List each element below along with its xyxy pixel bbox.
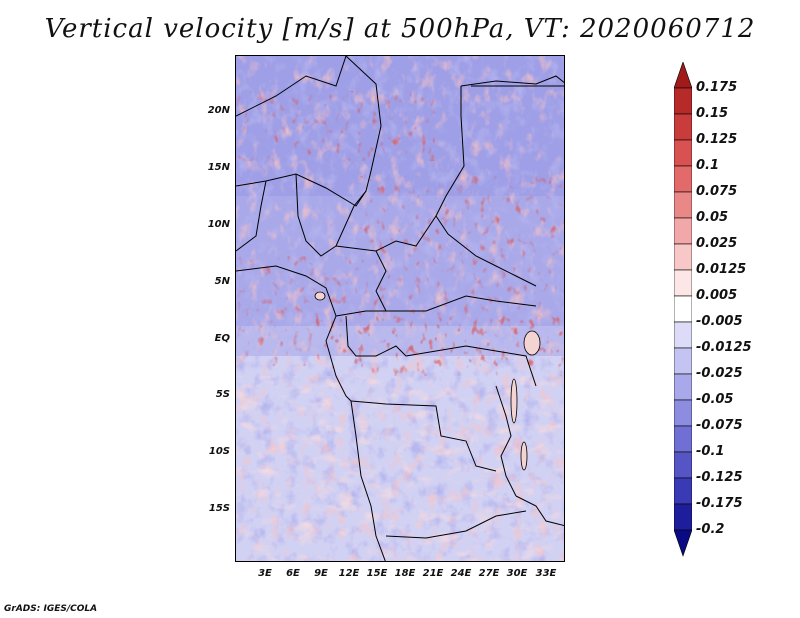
colorbar-label: -0.005 xyxy=(696,314,743,329)
colorbar-segment xyxy=(674,503,692,531)
lon-tick-label: 6E xyxy=(286,568,300,579)
colorbar-label: -0.125 xyxy=(696,470,743,485)
colorbar-segment xyxy=(674,243,692,271)
colorbar-label: -0.05 xyxy=(696,392,734,407)
colorbar-segment xyxy=(674,217,692,245)
colorbar-segment xyxy=(674,451,692,479)
colorbar-segment xyxy=(674,295,692,323)
colorbar-segment xyxy=(674,269,692,297)
lat-tick-label: 10N xyxy=(207,219,230,230)
colorbar-label: 0.075 xyxy=(696,184,738,199)
lat-tick-label: 10S xyxy=(208,446,230,457)
lat-tick-label: 15S xyxy=(208,503,230,514)
lon-tick-label: 12E xyxy=(338,568,360,579)
colorbar-segment xyxy=(674,529,692,557)
colorbar-segment xyxy=(674,113,692,141)
colorbar-label: 0.005 xyxy=(696,288,738,303)
grads-credit: GrADS: IGES/COLA xyxy=(4,604,98,614)
colorbar-segment xyxy=(674,373,692,401)
colorbar-segment xyxy=(674,165,692,193)
colorbar-label: -0.2 xyxy=(696,522,725,537)
colorbar-segment xyxy=(674,399,692,427)
colorbar-segment xyxy=(674,87,692,115)
lon-tick-label: 24E xyxy=(450,568,472,579)
colorbar-label: 0.175 xyxy=(696,80,738,95)
lon-tick-label: 9E xyxy=(314,568,328,579)
colorbar-segment xyxy=(674,191,692,219)
lat-tick-label: 5S xyxy=(215,389,230,400)
colorbar-segment xyxy=(674,425,692,453)
lon-tick-label: 21E xyxy=(422,568,444,579)
colorbar-label: -0.175 xyxy=(696,496,743,511)
colorbar-label: 0.05 xyxy=(696,210,729,225)
colorbar-label: 0.15 xyxy=(696,106,729,121)
colorbar-label: 0.1 xyxy=(696,158,720,173)
lon-tick-label: 30E xyxy=(506,568,528,579)
colorbar-label: 0.0125 xyxy=(696,262,747,277)
lon-tick-label: 3E xyxy=(258,568,272,579)
map-title: Vertical velocity [m/s] at 500hPa, VT: 2… xyxy=(44,14,756,44)
lat-tick-label: 5N xyxy=(214,276,230,287)
lon-tick-label: 33E xyxy=(535,568,557,579)
colorbar-segment xyxy=(674,321,692,349)
colorbar-segment xyxy=(674,347,692,375)
map-plot-area xyxy=(235,55,565,562)
lat-tick-label: 15N xyxy=(207,162,230,173)
colorbar-segment xyxy=(674,62,692,89)
colorbar-label: 0.025 xyxy=(696,236,738,251)
lon-tick-label: 27E xyxy=(478,568,500,579)
lat-tick-label: EQ xyxy=(214,333,230,344)
colorbar-segment xyxy=(674,477,692,505)
colorbar-label: -0.1 xyxy=(696,444,725,459)
colorbar-segment xyxy=(674,139,692,167)
colorbar xyxy=(674,62,692,557)
lat-tick-label: 20N xyxy=(207,105,230,116)
lon-tick-label: 15E xyxy=(366,568,388,579)
colorbar-label: -0.075 xyxy=(696,418,743,433)
colorbar-label: -0.0125 xyxy=(696,340,752,355)
colorbar-label: 0.125 xyxy=(696,132,738,147)
lon-tick-label: 18E xyxy=(394,568,416,579)
vertical-velocity-field xyxy=(236,56,564,561)
colorbar-label: -0.025 xyxy=(696,366,743,381)
